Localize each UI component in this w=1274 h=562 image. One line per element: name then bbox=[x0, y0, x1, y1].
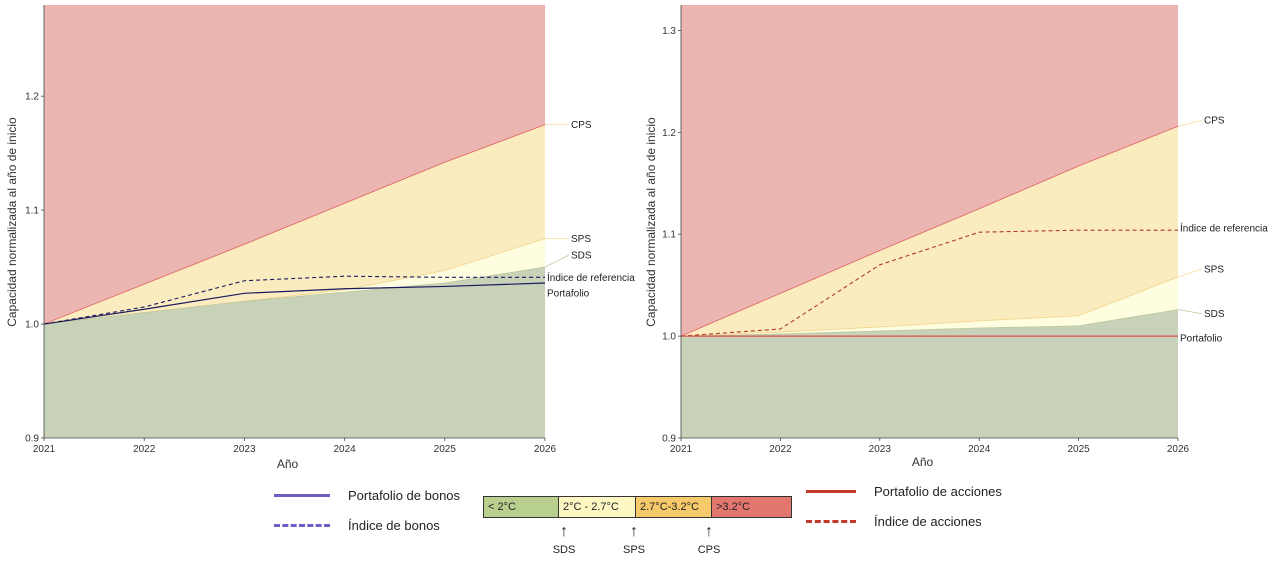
zone-2-7-3-2 bbox=[681, 126, 1178, 337]
leader-line-sds bbox=[544, 254, 570, 268]
zone-below-2 bbox=[44, 267, 545, 438]
end-label-sps: SPS bbox=[571, 234, 591, 245]
sds-line bbox=[680, 309, 1179, 337]
end-label-sps: SPS bbox=[1204, 265, 1224, 276]
arrow-cps: ↑ CPS bbox=[689, 523, 729, 557]
cps-line bbox=[680, 125, 1179, 337]
y-tick-label: 1.1 bbox=[662, 230, 676, 241]
zone-below-2 bbox=[681, 309, 1178, 438]
arrow-sds: ↑ SDS bbox=[544, 523, 584, 557]
x-tick-label: 2022 bbox=[769, 444, 792, 455]
leader-line-sps bbox=[1177, 268, 1203, 278]
y-tick-label: 1.3 bbox=[662, 26, 676, 37]
arrow-sps: ↑ SPS bbox=[614, 523, 654, 557]
sps-line bbox=[680, 276, 1179, 337]
y-tick-label: 0.9 bbox=[662, 434, 676, 445]
zone-2-2-7 bbox=[681, 277, 1178, 337]
legend-equity-index: Índice de acciones bbox=[806, 514, 982, 529]
x-tick-label: 2021 bbox=[33, 444, 56, 455]
bond-index-swatch bbox=[274, 524, 330, 527]
legend-equity-portfolio: Portafolio de acciones bbox=[806, 484, 1002, 499]
bond-portfolio-swatch bbox=[274, 494, 330, 497]
end-label-cps: CPS bbox=[571, 120, 592, 131]
scale-segment-27-32: 2.7°C-3.2°C bbox=[635, 497, 711, 517]
arrow-label: SPS bbox=[622, 544, 645, 556]
y-tick-label: 1.2 bbox=[662, 128, 676, 139]
scale-label: >3.2°C bbox=[716, 501, 751, 513]
y-tick-label: 1.0 bbox=[662, 332, 676, 343]
arrow-label: SDS bbox=[552, 544, 576, 556]
x-axis-title: Año bbox=[277, 457, 299, 471]
scale-segment-below-2: < 2°C bbox=[484, 497, 558, 517]
charts-canvas: 0.9 1.0 1.1 1.2 2021 2022 2023 2024 2025 2026 Año C… bbox=[5, 5, 1268, 471]
x-tick-label: 2021 bbox=[670, 444, 693, 455]
legend-bond-index: Índice de bonos bbox=[274, 518, 440, 533]
y-axis-title: Capacidad normalizada al año de inicio bbox=[5, 117, 19, 327]
zone-2-2-7 bbox=[44, 238, 545, 325]
x-tick-label: 2023 bbox=[233, 444, 256, 455]
end-label-cps: CPS bbox=[1204, 116, 1225, 127]
end-label-portafolio: Portafolio bbox=[547, 289, 590, 300]
leader-line-cps bbox=[1177, 119, 1203, 127]
sds-line bbox=[43, 266, 546, 325]
equity-index-swatch bbox=[806, 520, 856, 523]
y-tick-label: 1.1 bbox=[25, 206, 39, 217]
x-tick-label: 2022 bbox=[133, 444, 156, 455]
benchmark-line bbox=[43, 275, 545, 325]
zone-2-7-3-2 bbox=[44, 124, 545, 325]
end-label--ndice-de-referencia: Índice de referencia bbox=[547, 271, 635, 284]
scale-segment-above-32: >3.2°C bbox=[711, 497, 791, 517]
arrow-up-icon: ↑ bbox=[630, 523, 638, 540]
legend-bond-portfolio-label: Portafolio de bonos bbox=[348, 488, 461, 503]
legend-equity-index-label: Índice de acciones bbox=[874, 514, 982, 529]
legend-bond-portfolio: Portafolio de bonos bbox=[274, 488, 460, 503]
end-label-portafolio: Portafolio bbox=[1180, 334, 1223, 345]
chart-panel-1: 0.9 1.0 1.1 1.2 2021 2022 2023 2024 2025 2026 Año C… bbox=[5, 5, 635, 471]
scale-label: 2°C - 2.7°C bbox=[563, 501, 619, 513]
x-tick-label: 2024 bbox=[333, 444, 356, 455]
chart-panel-2: 0.9 1.0 1.1 1.2 1.3 2021 2022 2023 2024 2025 2026 A… bbox=[644, 5, 1268, 469]
x-tick-label: 2025 bbox=[434, 444, 457, 455]
scale-label: 2.7°C-3.2°C bbox=[640, 501, 699, 513]
end-label-sds: SDS bbox=[1204, 309, 1225, 320]
arrow-label: CPS bbox=[697, 544, 721, 556]
scale-label: < 2°C bbox=[488, 501, 516, 513]
y-tick-label: 1.2 bbox=[25, 92, 39, 103]
end-label-sds: SDS bbox=[571, 251, 592, 262]
leader-line-sds bbox=[1177, 309, 1203, 315]
legend-bond-index-label: Índice de bonos bbox=[348, 518, 440, 533]
end-label--ndice-de-referencia: Índice de referencia bbox=[1180, 222, 1268, 235]
portfolio-line bbox=[43, 282, 546, 325]
y-tick-label: 0.9 bbox=[25, 434, 39, 445]
x-tick-label: 2025 bbox=[1067, 444, 1090, 455]
x-tick-label: 2024 bbox=[968, 444, 991, 455]
scale-segment-2-27: 2°C - 2.7°C bbox=[558, 497, 635, 517]
y-axis-title: Capacidad normalizada al año de inicio bbox=[644, 117, 658, 327]
y-tick-label: 1.0 bbox=[25, 320, 39, 331]
legend: Portafolio de bonos Índice de bonos < 2°… bbox=[0, 476, 1274, 562]
x-tick-label: 2023 bbox=[869, 444, 892, 455]
equity-portfolio-swatch bbox=[806, 490, 856, 493]
arrow-up-icon: ↑ bbox=[560, 523, 568, 540]
legend-equity-portfolio-label: Portafolio de acciones bbox=[874, 484, 1002, 499]
cps-line bbox=[43, 124, 546, 325]
arrow-up-icon: ↑ bbox=[705, 523, 713, 540]
x-tick-label: 2026 bbox=[534, 444, 557, 455]
x-axis-title: Año bbox=[912, 455, 934, 469]
temperature-scale: < 2°C 2°C - 2.7°C 2.7°C-3.2°C >3.2°C bbox=[483, 496, 792, 518]
x-tick-label: 2026 bbox=[1167, 444, 1190, 455]
